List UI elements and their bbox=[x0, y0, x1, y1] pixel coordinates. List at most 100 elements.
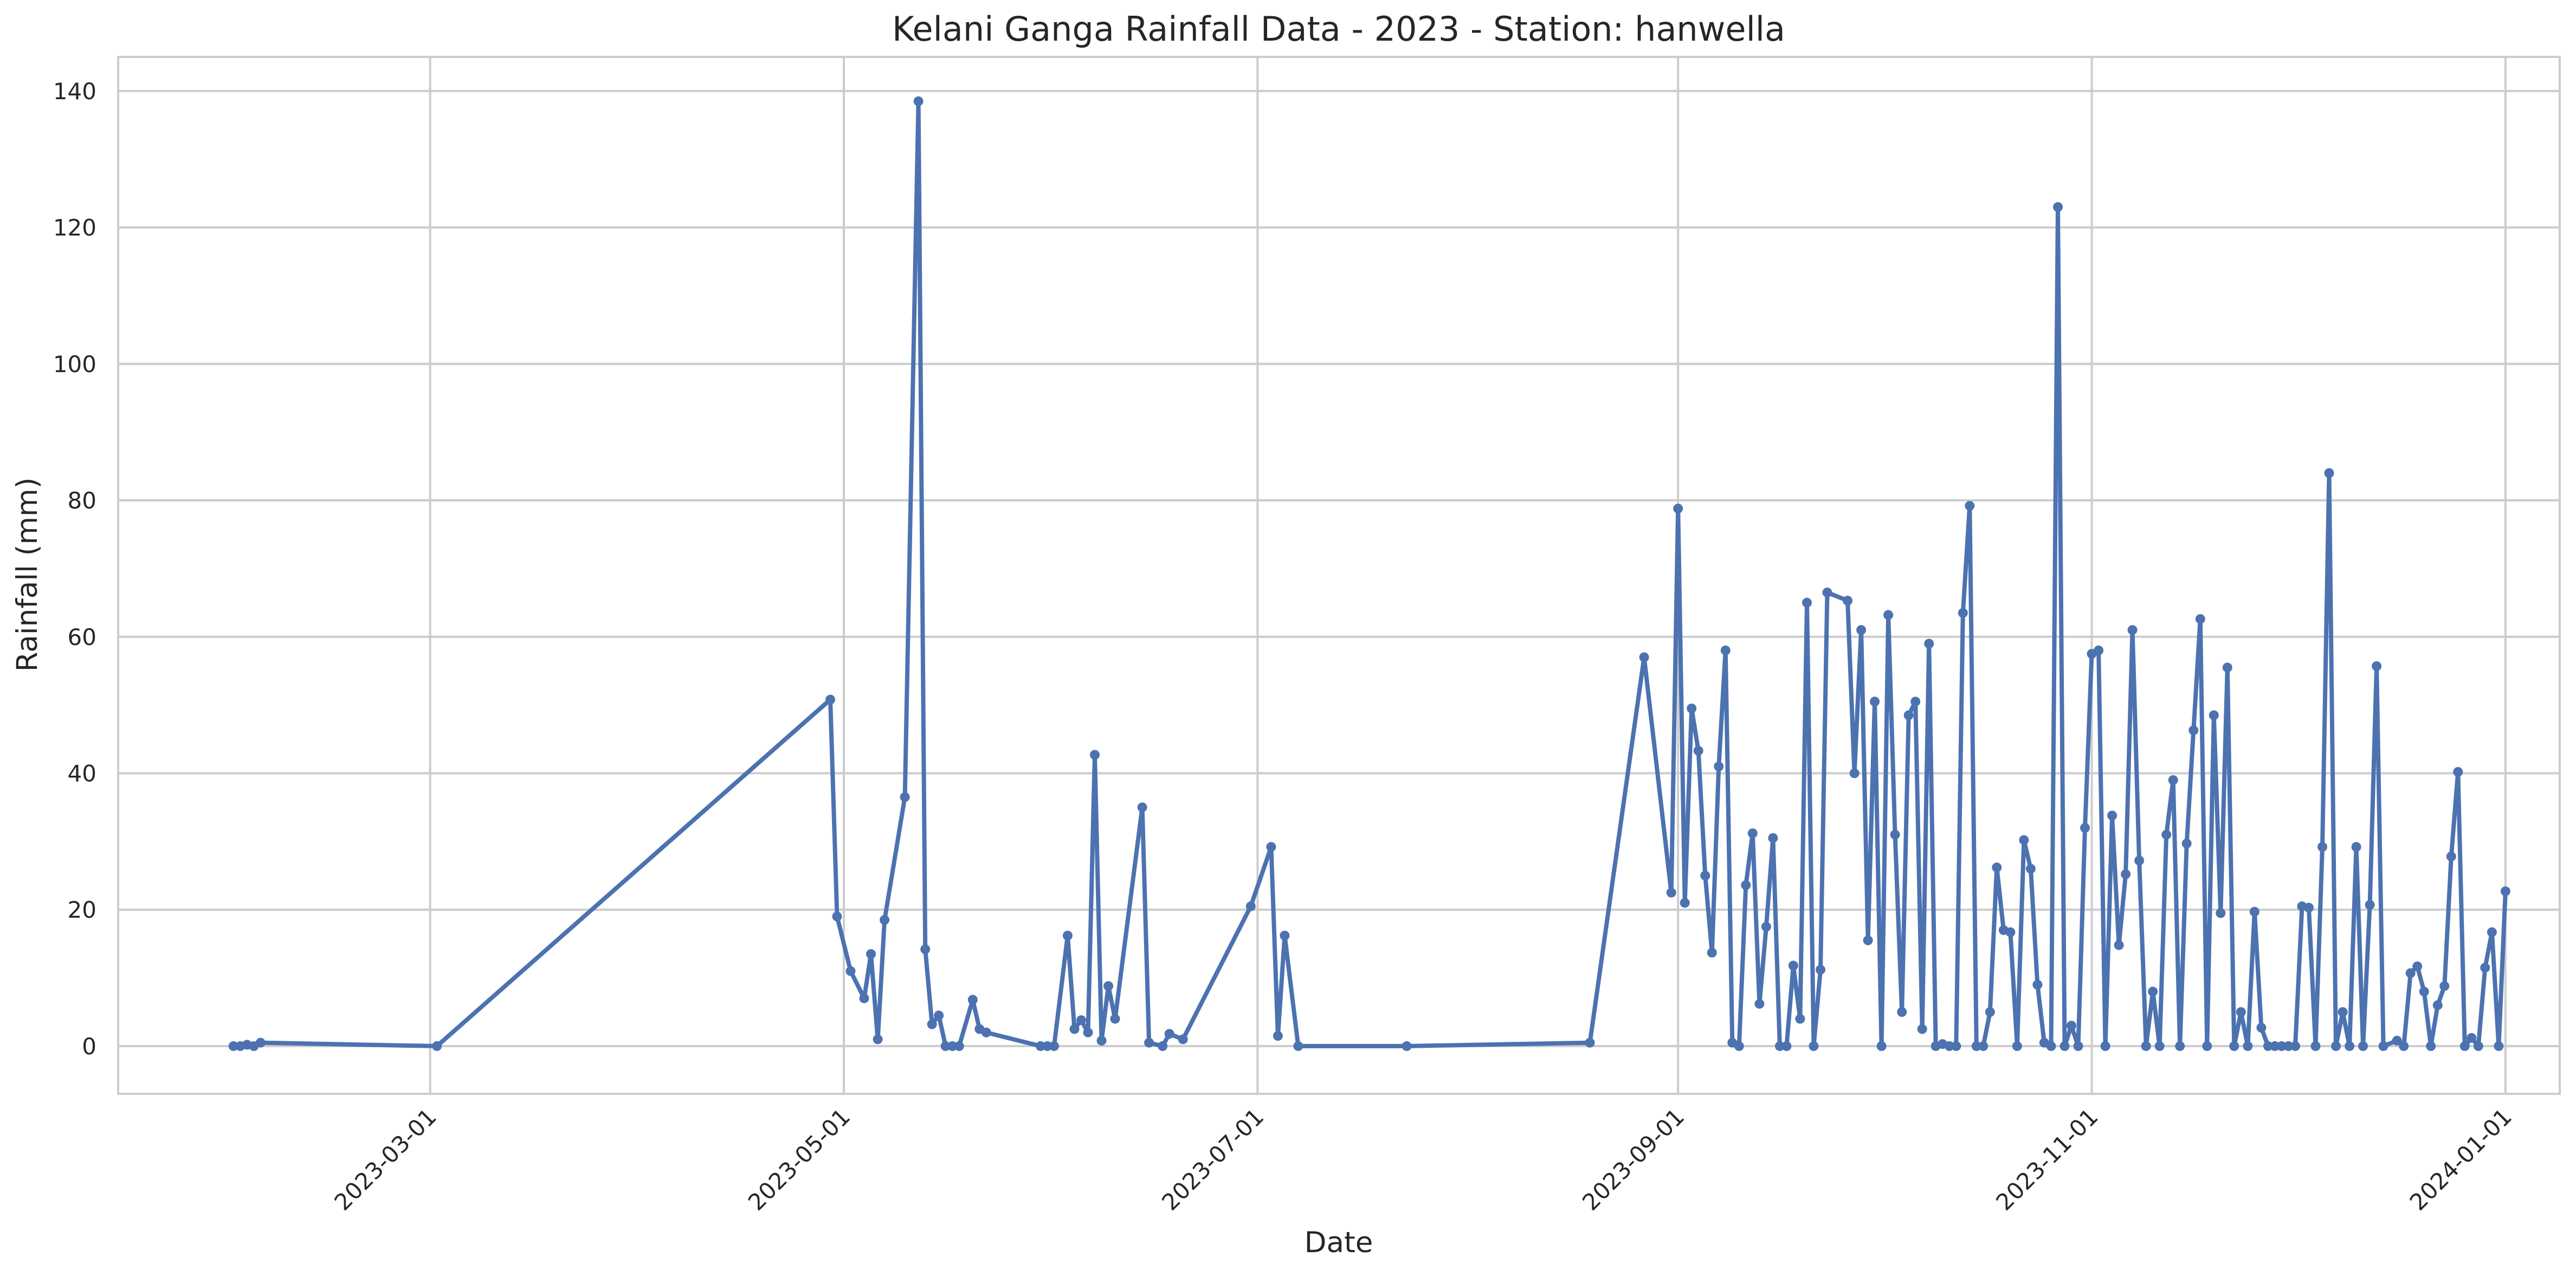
data-point bbox=[2161, 829, 2172, 840]
data-point bbox=[1035, 1041, 1045, 1051]
data-point bbox=[1795, 1014, 1805, 1024]
data-point bbox=[2019, 835, 2029, 845]
data-point bbox=[1083, 1027, 1093, 1037]
data-point bbox=[2236, 1007, 2246, 1017]
data-point bbox=[1768, 833, 1778, 843]
data-point bbox=[2067, 1021, 2076, 1031]
data-point bbox=[1741, 880, 1751, 890]
data-point bbox=[1666, 887, 1676, 898]
data-point bbox=[1273, 1031, 1283, 1041]
data-point bbox=[1978, 1041, 1989, 1051]
data-point bbox=[1849, 768, 1860, 778]
data-point bbox=[2304, 903, 2314, 913]
y-tick-label: 80 bbox=[68, 487, 96, 514]
data-point bbox=[1971, 1041, 1981, 1051]
data-point bbox=[2432, 1000, 2443, 1010]
data-point bbox=[2025, 863, 2036, 874]
data-point bbox=[859, 993, 869, 1003]
data-point bbox=[947, 1041, 958, 1051]
data-point bbox=[940, 1041, 951, 1051]
data-point bbox=[1069, 1024, 1080, 1034]
y-tick-label: 140 bbox=[53, 78, 96, 105]
data-point bbox=[228, 1041, 238, 1051]
data-point bbox=[2453, 767, 2463, 777]
data-point bbox=[2168, 775, 2178, 785]
data-point bbox=[1843, 596, 1852, 606]
chart-title: Kelani Ganga Rainfall Data - 2023 - Stat… bbox=[892, 9, 1785, 49]
data-point bbox=[1903, 710, 1914, 720]
data-point bbox=[845, 966, 856, 976]
data-point bbox=[2494, 1041, 2504, 1051]
data-point bbox=[2121, 869, 2131, 879]
data-point bbox=[873, 1034, 883, 1045]
data-point bbox=[2188, 725, 2199, 736]
data-point bbox=[2202, 1041, 2212, 1051]
data-point bbox=[2053, 202, 2063, 212]
data-point bbox=[2487, 927, 2497, 937]
data-point bbox=[2080, 823, 2090, 833]
data-point bbox=[927, 1019, 937, 1029]
data-point bbox=[2107, 810, 2117, 821]
data-point bbox=[1944, 1041, 1954, 1051]
data-point bbox=[1856, 625, 1867, 635]
data-point bbox=[1992, 862, 2002, 873]
data-point bbox=[1890, 829, 1900, 840]
data-point bbox=[255, 1037, 266, 1048]
data-point bbox=[1700, 871, 1710, 881]
data-point bbox=[1714, 761, 1724, 771]
data-point bbox=[1639, 652, 1649, 662]
data-point bbox=[2148, 987, 2158, 997]
y-tick-label: 120 bbox=[53, 215, 96, 241]
data-point bbox=[1585, 1037, 1595, 1048]
data-point bbox=[2094, 645, 2104, 655]
data-point bbox=[2032, 979, 2043, 990]
data-point bbox=[1076, 1015, 1086, 1026]
data-point bbox=[2059, 1041, 2070, 1051]
data-point bbox=[2216, 908, 2226, 918]
data-point bbox=[1747, 828, 1758, 839]
data-point bbox=[1110, 1014, 1120, 1024]
data-point bbox=[1924, 639, 1934, 649]
data-point bbox=[2195, 614, 2205, 624]
data-point bbox=[2351, 842, 2361, 852]
data-point bbox=[2209, 710, 2219, 720]
y-tick-label: 100 bbox=[53, 351, 96, 377]
data-point bbox=[2500, 886, 2510, 897]
data-point bbox=[1707, 948, 1717, 958]
data-point bbox=[1781, 1041, 1792, 1051]
data-point bbox=[1965, 501, 1975, 511]
data-point bbox=[432, 1041, 442, 1051]
data-point bbox=[1280, 931, 1290, 940]
data-point bbox=[2263, 1041, 2273, 1051]
data-point bbox=[981, 1027, 991, 1037]
y-axis-label: Rainfall (mm) bbox=[11, 478, 44, 672]
y-gridlines bbox=[118, 89, 2560, 1047]
data-point bbox=[1402, 1041, 1412, 1051]
data-point bbox=[2276, 1041, 2287, 1051]
data-point bbox=[920, 944, 931, 955]
data-point bbox=[900, 792, 910, 802]
data-point bbox=[2480, 963, 2490, 973]
data-point bbox=[1822, 588, 1832, 597]
data-point bbox=[1876, 1041, 1887, 1051]
data-point bbox=[1809, 1041, 1819, 1051]
data-point bbox=[2012, 1041, 2022, 1051]
data-point bbox=[1720, 645, 1731, 655]
data-point bbox=[1774, 1041, 1785, 1051]
data-point bbox=[2243, 1041, 2253, 1051]
data-point bbox=[1870, 697, 1880, 707]
data-point bbox=[2283, 1041, 2294, 1051]
data-point bbox=[2338, 1007, 2348, 1017]
data-point bbox=[1090, 750, 1100, 760]
data-point bbox=[1754, 998, 1765, 1009]
data-point bbox=[1734, 1041, 1744, 1051]
data-point bbox=[2412, 961, 2423, 971]
data-point bbox=[967, 995, 978, 1005]
data-point bbox=[2046, 1041, 2056, 1051]
data-point bbox=[2473, 1041, 2483, 1051]
data-point bbox=[2378, 1041, 2388, 1051]
data-point bbox=[2310, 1041, 2321, 1051]
data-point bbox=[2419, 987, 2429, 997]
data-point bbox=[825, 694, 835, 705]
